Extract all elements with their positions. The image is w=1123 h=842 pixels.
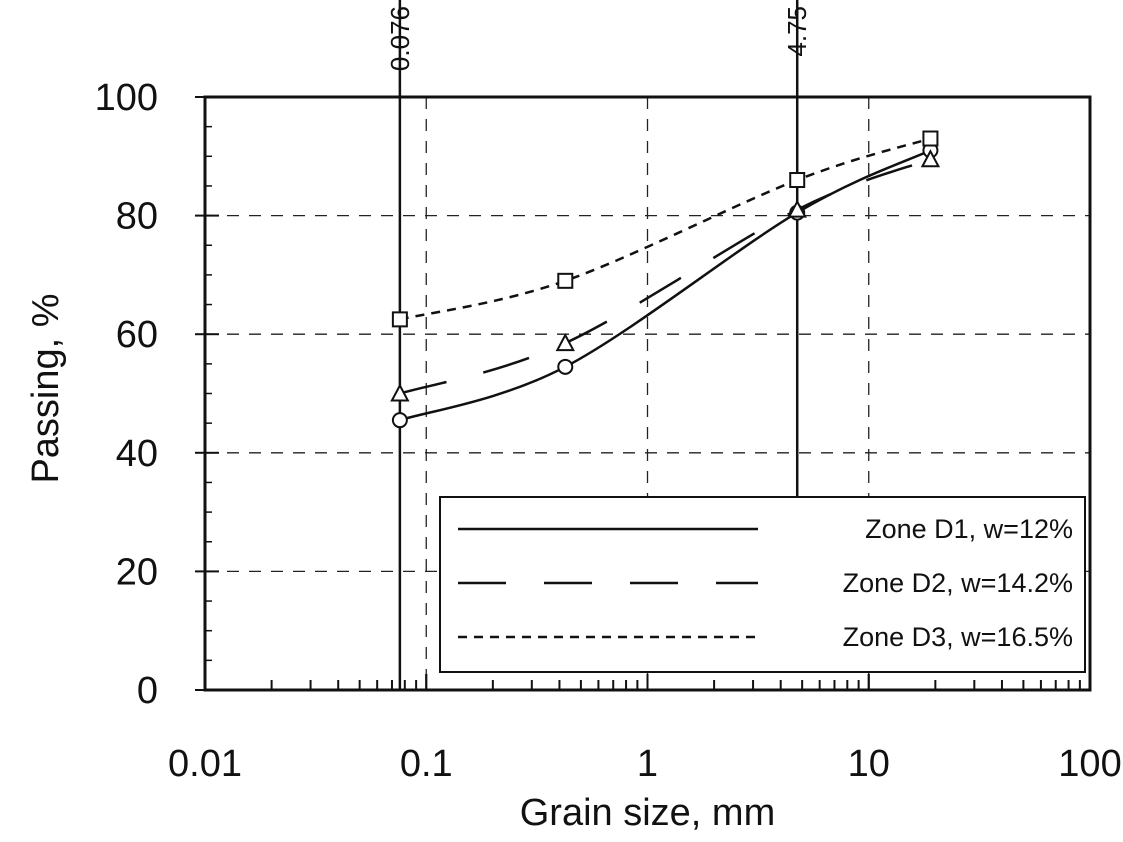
- x-tick-label: 100: [1058, 743, 1121, 785]
- y-tick-label: 80: [116, 196, 158, 238]
- legend-label: Zone D1, w=12%: [865, 514, 1073, 544]
- legend-label: Zone D3, w=16.5%: [843, 622, 1073, 652]
- y-tick-label: 20: [116, 551, 158, 593]
- y-axis-title: Passing, %: [25, 293, 67, 483]
- square-marker: [789, 172, 806, 189]
- reference-lines: 0.076 4.75: [385, 0, 812, 690]
- series-lines: [399, 137, 931, 422]
- x-tick-labels: 0.01 0.1 1 10 100: [168, 743, 1122, 785]
- reference-line-label: 4.75: [782, 6, 812, 57]
- legend-box: [439, 496, 1086, 673]
- legend-label: Zone D2, w=14.2%: [843, 568, 1073, 598]
- circle-marker: [557, 358, 574, 375]
- series-line: [399, 137, 931, 321]
- data-markers: [390, 130, 941, 429]
- y-tick-label: 40: [116, 433, 158, 475]
- x-tick-label: 10: [848, 743, 890, 785]
- legend: Zone D1, w=12% Zone D2, w=14.2% Zone D3, w…: [439, 496, 1086, 673]
- x-tick-label: 1: [637, 743, 658, 785]
- series-line: [399, 158, 931, 395]
- square-marker: [922, 130, 939, 147]
- y-tick-label: 0: [137, 670, 158, 712]
- series-line: [399, 149, 931, 422]
- triangle-marker: [390, 383, 410, 402]
- x-tick-label: 0.01: [168, 743, 242, 785]
- triangle-marker: [920, 149, 941, 168]
- minor-ticks: [195, 96, 1091, 691]
- x-tick-label: 0.1: [400, 743, 453, 785]
- y-tick-label: 60: [116, 314, 158, 356]
- x-axis-title: Grain size, mm: [520, 792, 775, 834]
- reference-line-label: 0.076: [385, 6, 415, 71]
- y-tick-label: 100: [95, 77, 158, 119]
- y-tick-labels: 0 20 40 60 80 100: [95, 77, 158, 712]
- circle-marker: [391, 412, 408, 429]
- triangle-marker: [787, 199, 807, 218]
- square-marker: [557, 272, 574, 289]
- square-marker: [391, 311, 408, 328]
- triangle-marker: [555, 332, 575, 352]
